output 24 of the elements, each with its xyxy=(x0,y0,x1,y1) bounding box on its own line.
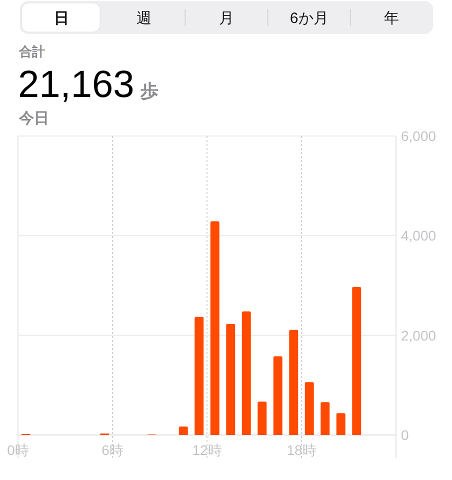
y-tick-label: 6,000 xyxy=(401,128,436,144)
chart-subtitle: 今日 xyxy=(18,110,49,127)
bar xyxy=(258,402,267,435)
bar xyxy=(178,426,188,435)
y-tick-label: 2,000 xyxy=(401,327,436,344)
bar xyxy=(304,382,314,435)
x-tick-label: 6時 xyxy=(102,442,124,458)
segmented-control: 日 週 月 6か月 年 xyxy=(20,1,433,34)
y-tick-label: 4,000 xyxy=(401,228,436,244)
x-tick-label: 18時 xyxy=(286,442,316,458)
x-tick-label: 0時 xyxy=(7,442,29,458)
y-tick-label: 0 xyxy=(401,427,409,443)
bar xyxy=(289,330,298,435)
bar xyxy=(320,402,330,435)
bar xyxy=(194,316,204,435)
bar xyxy=(242,311,251,435)
bar xyxy=(210,221,220,435)
bar xyxy=(336,413,346,435)
chart-title: 21,163 歩 xyxy=(18,64,158,106)
bar xyxy=(226,324,236,435)
bar xyxy=(273,356,282,435)
x-tick-label: 12時 xyxy=(192,442,222,458)
text: 合計 xyxy=(18,44,45,59)
bar xyxy=(352,286,362,435)
